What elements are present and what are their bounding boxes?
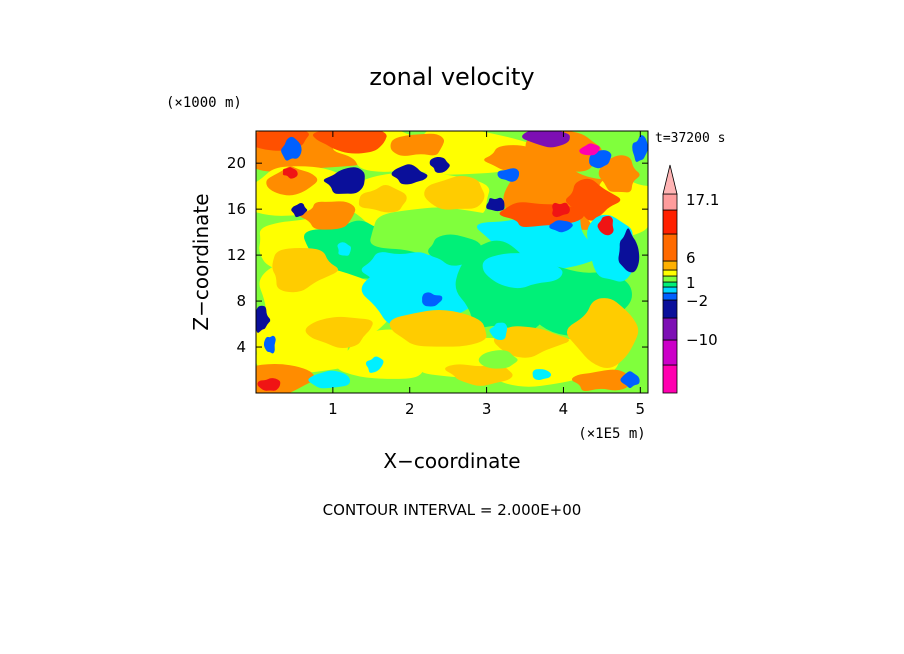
- field-core: [489, 322, 508, 340]
- field-band: [566, 298, 639, 368]
- field-core: [263, 335, 276, 354]
- field-core: [579, 143, 600, 156]
- colorbar-top-arrow: [662, 164, 678, 195]
- field-core: [549, 220, 573, 233]
- field-core: [618, 228, 640, 273]
- field-core: [429, 156, 450, 173]
- y-tick-label: 4: [236, 338, 246, 356]
- colorbar-segment: [662, 286, 678, 294]
- velocity-field: [256, 131, 648, 393]
- field-core: [522, 131, 570, 148]
- field-core: [323, 167, 365, 194]
- field-patch: [390, 133, 445, 156]
- y-tick-label: 20: [227, 154, 246, 172]
- colorbar-tick-label: 17.1: [686, 191, 719, 209]
- field-core: [486, 197, 505, 212]
- colorbar-segment: [662, 339, 678, 366]
- x-tick-label: 2: [405, 400, 415, 418]
- field-patch: [484, 145, 563, 173]
- y-tick-label: 16: [227, 200, 246, 218]
- field-patch: [478, 350, 518, 369]
- field-core: [620, 371, 640, 389]
- field-core: [532, 369, 552, 380]
- colorbar-segment: [662, 269, 678, 277]
- field-patch: [272, 247, 339, 293]
- field-core: [391, 164, 428, 185]
- chart-title: zonal velocity: [369, 63, 534, 91]
- colorbar-segment: [662, 193, 678, 211]
- colorbar-segment: [662, 260, 678, 271]
- colorbar: [662, 164, 678, 394]
- y-tick-label: 8: [236, 292, 246, 310]
- x-tick-label: 5: [636, 400, 646, 418]
- colorbar-segment: [662, 233, 678, 262]
- x-tick-label: 1: [328, 400, 338, 418]
- x-tick-label: 3: [482, 400, 492, 418]
- field-patch: [424, 175, 485, 210]
- field-patch: [299, 201, 356, 230]
- colorbar-tick-label: 1: [686, 274, 696, 292]
- plot-frame: [255, 130, 649, 394]
- field-core: [632, 135, 648, 162]
- colorbar-ticks: 17.1 6 1−2 −10: [686, 191, 719, 349]
- field-core: [552, 202, 570, 218]
- time-label: t=37200 s: [655, 131, 725, 146]
- field-patch: [305, 316, 373, 349]
- colorbar-segment: [662, 292, 678, 301]
- field-core: [365, 356, 384, 373]
- contour-interval-label: CONTOUR INTERVAL = 2.000E+00: [323, 501, 582, 519]
- x-tick-label: 4: [559, 400, 569, 418]
- x-axis: 1 2 3 4 5: [328, 131, 645, 418]
- y-axis-label: Z−coordinate: [189, 193, 213, 330]
- field-patch: [358, 185, 407, 213]
- field-core: [422, 292, 443, 307]
- field-patch: [428, 234, 482, 266]
- y-tick-label: 12: [227, 246, 246, 264]
- field-core: [497, 168, 520, 182]
- colorbar-segment: [662, 281, 678, 288]
- field-patch: [571, 369, 629, 391]
- colorbar-tick-label: 6: [686, 249, 696, 267]
- colorbar-segment: [662, 364, 678, 394]
- field-core: [597, 215, 614, 236]
- x-axis-label: X−coordinate: [383, 449, 520, 473]
- field-patch: [445, 364, 513, 386]
- y-unit-label: (×1000 m): [166, 95, 242, 111]
- field-core: [291, 203, 308, 218]
- field-patch: [266, 166, 318, 196]
- colorbar-segment: [662, 317, 678, 341]
- colorbar-segment: [662, 209, 678, 235]
- field-patch: [482, 253, 563, 289]
- field-patch: [308, 370, 351, 389]
- field-core: [256, 305, 271, 333]
- colorbar-tick-label: −2: [686, 292, 708, 310]
- field-core: [257, 378, 281, 391]
- y-axis: 4 8 12 16 20: [227, 154, 648, 356]
- field-core: [337, 242, 352, 256]
- field-patch: [389, 309, 487, 347]
- colorbar-tick-label: −10: [686, 331, 718, 349]
- field-patch: [361, 252, 443, 293]
- colorbar-segment: [662, 299, 678, 319]
- field-core: [281, 136, 302, 161]
- colorbar-segment: [662, 275, 678, 283]
- field-core: [282, 167, 298, 179]
- field-patch: [598, 155, 640, 193]
- x-unit-label: (×1E5 m): [578, 426, 645, 442]
- field-patch: [493, 326, 569, 358]
- field-patch: [312, 131, 387, 154]
